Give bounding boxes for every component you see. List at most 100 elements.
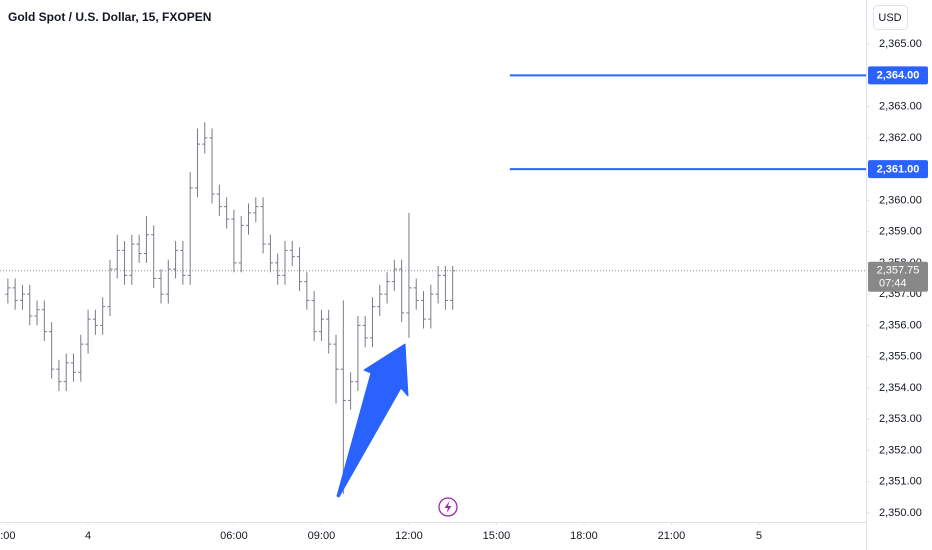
ohlc-bar bbox=[384, 272, 390, 304]
x-tick-label: 21:00 bbox=[658, 530, 686, 542]
ohlc-bar bbox=[333, 334, 339, 404]
ohlc-bar bbox=[289, 240, 295, 267]
ohlc-bar bbox=[78, 334, 84, 382]
price-label-box bbox=[868, 66, 928, 85]
ohlc-bar bbox=[136, 234, 142, 263]
ohlc-bar bbox=[355, 316, 361, 392]
ohlc-bar bbox=[180, 240, 186, 285]
last-price-box bbox=[868, 261, 928, 292]
x-tick-label: :00 bbox=[0, 530, 15, 542]
arrow-drawing bbox=[336, 343, 409, 498]
countdown-label: 07:44 bbox=[879, 278, 907, 290]
chart-title: Gold Spot / U.S. Dollar, 15, FXOPEN bbox=[8, 10, 211, 24]
ohlc-bar bbox=[121, 240, 128, 285]
ohlc-bar bbox=[143, 215, 150, 263]
x-tick-label: 15:00 bbox=[483, 530, 511, 542]
y-tick-label: 2,356.00 bbox=[879, 319, 922, 331]
ohlc-bar bbox=[391, 259, 397, 292]
ohlc-bar bbox=[92, 309, 98, 335]
ohlc-bar bbox=[275, 253, 281, 285]
ohlc-bar bbox=[435, 266, 441, 304]
x-tick-label: 18:00 bbox=[570, 530, 598, 542]
ohlc-bar bbox=[231, 209, 237, 273]
ohlc-bar bbox=[158, 269, 164, 304]
price-label-box bbox=[868, 160, 928, 179]
ohlc-bar bbox=[362, 316, 368, 348]
ohlc-bar bbox=[209, 128, 215, 204]
y-tick-label: 2,365.00 bbox=[879, 38, 922, 50]
price-label: 2,364.00 bbox=[877, 70, 920, 82]
x-tick-label: 06:00 bbox=[220, 530, 248, 542]
ohlc-bar bbox=[260, 197, 266, 254]
ohlc-bar bbox=[202, 122, 208, 154]
last-price-label: 2,357.75 bbox=[877, 265, 920, 277]
ohlc-bar bbox=[413, 278, 419, 310]
ohlc-bar bbox=[267, 234, 273, 273]
x-tick-label: 5 bbox=[756, 530, 762, 542]
ohlc-bar bbox=[399, 259, 405, 323]
currency-label[interactable]: USD bbox=[878, 12, 901, 24]
ohlc-bar bbox=[442, 266, 448, 310]
ohlc-bar bbox=[420, 291, 427, 329]
ohlc-bar bbox=[107, 259, 113, 317]
ohlc-bar bbox=[12, 278, 18, 310]
ohlc-bar bbox=[282, 240, 288, 285]
y-tick-label: 2,359.00 bbox=[879, 226, 922, 238]
ohlc-bar bbox=[56, 359, 62, 392]
ohlc-bar bbox=[348, 372, 354, 410]
ohlc-bar bbox=[129, 234, 135, 285]
price-label: 2,361.00 bbox=[877, 164, 920, 176]
ohlc-bar bbox=[238, 215, 244, 273]
plot-area bbox=[0, 74, 866, 495]
y-tick-label: 2,350.00 bbox=[879, 507, 922, 519]
icon-bolt[interactable] bbox=[444, 501, 452, 513]
y-tick-label: 2,362.00 bbox=[879, 132, 922, 144]
ohlc-bar bbox=[296, 247, 303, 292]
ohlc-bar bbox=[27, 284, 33, 326]
x-tick-label: 12:00 bbox=[395, 530, 423, 542]
ohlc-bar bbox=[406, 212, 412, 338]
ohlc-bar bbox=[70, 353, 77, 382]
y-tick-label: 2,360.00 bbox=[879, 194, 922, 206]
ohlc-bar bbox=[326, 309, 332, 354]
ohlc-bar bbox=[377, 284, 383, 317]
ohlc-bar bbox=[151, 225, 157, 288]
ohlc-bar bbox=[19, 284, 26, 310]
ohlc-bar bbox=[114, 234, 120, 279]
y-tick-label: 2,363.00 bbox=[879, 100, 922, 112]
ohlc-bar bbox=[63, 353, 69, 392]
ohlc-bar bbox=[5, 278, 11, 304]
ohlc-bar bbox=[194, 128, 201, 198]
ohlc-bar bbox=[165, 259, 171, 304]
ohlc-bar bbox=[318, 309, 325, 342]
ohlc-bar bbox=[49, 322, 55, 379]
ohlc-bar bbox=[100, 297, 106, 335]
ohlc-bar bbox=[428, 284, 434, 329]
y-tick-label: 2,353.00 bbox=[879, 413, 922, 425]
y-tick-label: 2,351.00 bbox=[879, 476, 922, 488]
ohlc-bar bbox=[224, 197, 230, 229]
ohlc-bar bbox=[41, 300, 47, 342]
y-tick-label: 2,354.00 bbox=[879, 382, 922, 394]
ohlc-bar bbox=[304, 272, 310, 310]
ohlc-bar bbox=[187, 172, 193, 285]
ohlc-bar bbox=[253, 197, 259, 223]
ohlc-bar bbox=[85, 309, 91, 354]
currency-button[interactable]: USD bbox=[873, 5, 908, 30]
currency-button-box[interactable] bbox=[873, 5, 908, 30]
ohlc-bar bbox=[369, 297, 376, 348]
x-tick-label: 09:00 bbox=[308, 530, 336, 542]
ohlc-bar bbox=[311, 291, 317, 342]
axes: :00 4 06:00 09:00 12:00 15:00 18:00 21:00 5 2,350… bbox=[0, 38, 928, 542]
ohlc-bar bbox=[245, 203, 252, 235]
y-tick-label: 2,355.00 bbox=[879, 351, 922, 363]
ohlc-bar bbox=[216, 184, 222, 216]
x-tick-label: 4 bbox=[85, 530, 91, 542]
y-tick-label: 2,352.00 bbox=[879, 444, 922, 456]
ohlc-bar bbox=[34, 300, 40, 326]
ohlc-bar bbox=[172, 240, 179, 279]
lightning-icon[interactable] bbox=[438, 497, 458, 517]
ohlc-bar bbox=[340, 300, 346, 495]
